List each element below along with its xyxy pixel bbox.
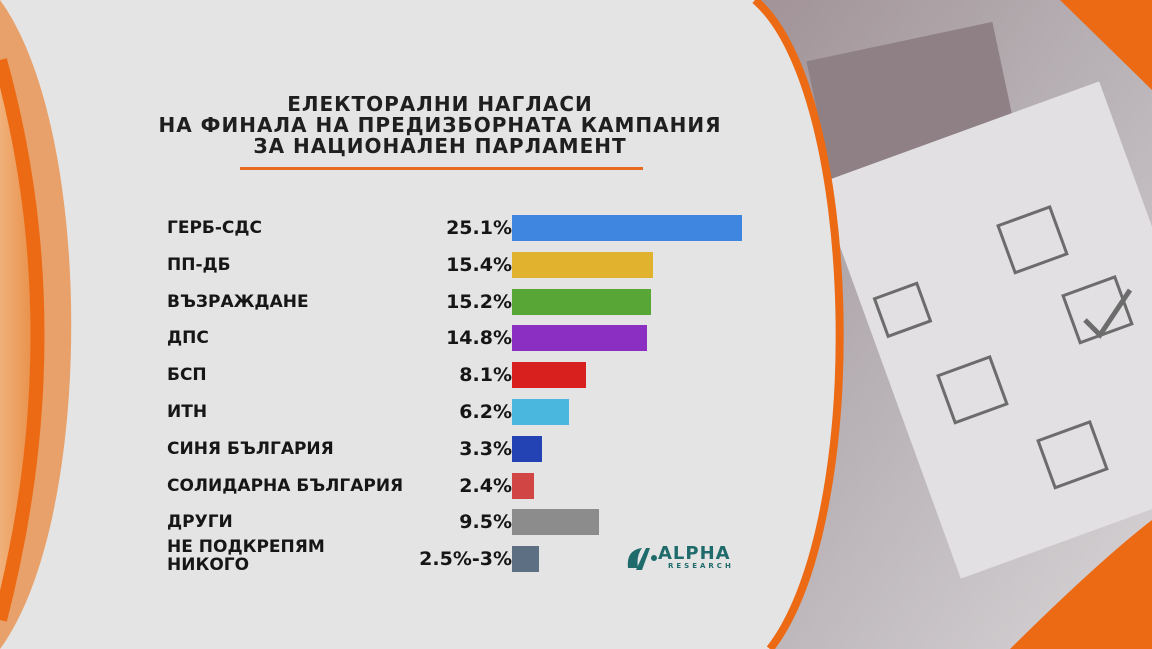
bar [512, 325, 648, 352]
bar [512, 215, 742, 241]
party-label: БСП [167, 365, 207, 386]
bar [512, 509, 599, 536]
party-label: ДПС [167, 328, 209, 349]
bar [512, 435, 543, 462]
bar [512, 251, 653, 278]
party-label: СОЛИДАРНА БЪЛГАРИЯ [167, 475, 404, 496]
title-underline [240, 167, 643, 170]
bar [512, 472, 534, 499]
bar [512, 546, 540, 573]
bar-value-label: 14.8% [446, 327, 512, 350]
bar-value-label: 15.2% [446, 290, 512, 313]
chart-panel [0, 0, 840, 649]
bar [512, 288, 652, 315]
party-label: ИТН [167, 402, 208, 422]
party-label: ДРУГИ [167, 512, 233, 533]
bar-value-label: 9.5% [459, 511, 512, 534]
party-label: ПП-ДБ [167, 254, 231, 275]
party-label: ГЕРБ-СДС [167, 218, 263, 238]
bar [512, 399, 569, 425]
chart-title-line-1: ЕЛЕКТОРАЛНИ НАГЛАСИ [287, 92, 593, 116]
bar-value-label: 6.2% [459, 401, 512, 423]
bar-value-label: 25.1% [446, 217, 512, 239]
bar-value-label: 2.5%-3% [419, 548, 512, 571]
bar-value-label: 15.4% [446, 253, 512, 276]
logo-subtitle: RESEARCH [668, 562, 734, 570]
logo-name: ALPHA [658, 543, 731, 564]
bar-value-label: 8.1% [459, 364, 512, 387]
bar-value-label: 3.3% [459, 437, 512, 460]
bar-value-label: 2.4% [459, 474, 512, 497]
chart-title-line-3: ЗА НАЦИОНАЛЕН ПАРЛАМЕНТ [253, 134, 627, 158]
party-label: НЕ ПОДКРЕПЯМ НИКОГО [167, 537, 325, 576]
alpha-research-logo [627, 548, 657, 570]
bar [512, 362, 587, 389]
chart-title-line-2: НА ФИНАЛА НА ПРЕДИЗБОРНАТА КАМПАНИЯ [158, 113, 722, 137]
party-label: СИНЯ БЪЛГАРИЯ [167, 438, 334, 459]
party-label: ВЪЗРАЖДАНЕ [167, 291, 309, 312]
